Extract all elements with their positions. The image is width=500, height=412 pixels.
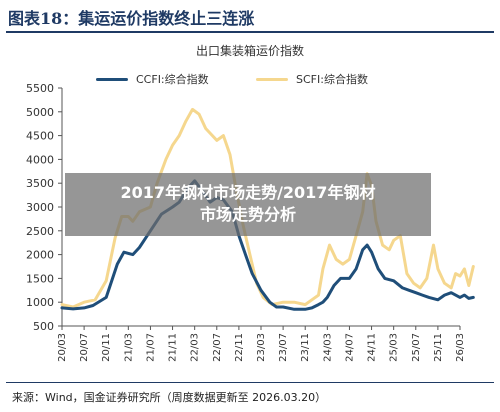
- x-tick-label: 23/03: [256, 333, 267, 362]
- legend-swatch-scfi: [256, 78, 288, 81]
- y-tick-label: 4000: [26, 153, 54, 166]
- y-tick-label: 1000: [26, 296, 54, 309]
- x-tick-label: 20/03: [57, 333, 68, 362]
- x-tick-label: 22/07: [212, 333, 223, 362]
- legend-label-scfi: SCFI:综合指数: [296, 73, 368, 86]
- x-tick-label: 21/03: [123, 333, 134, 362]
- x-tick-label: 24/03: [322, 333, 333, 362]
- y-tick-label: 5000: [26, 106, 54, 119]
- overlay-line-1: 2017年钢材市场走势/2017年钢材: [120, 183, 376, 202]
- source-note: 来源：Wind，国金证券研究所（周度数据更新至 2026.03.20）: [12, 391, 327, 404]
- y-tick-label: 4500: [26, 130, 54, 143]
- figure-title: 图表18：集运运价指数终止三连涨: [8, 9, 255, 28]
- x-tick-label: 23/07: [278, 333, 289, 362]
- y-tick-label: 2500: [26, 225, 54, 238]
- source-rule: [6, 382, 494, 383]
- article-title-overlay: 2017年钢材市场走势/2017年钢材 市场走势分析: [65, 173, 431, 236]
- x-tick-label: 25/07: [411, 333, 422, 362]
- title-rule: [6, 31, 494, 33]
- x-tick-label: 24/11: [367, 333, 378, 362]
- y-tick-label: 3000: [26, 201, 54, 214]
- x-tick-label: 25/03: [389, 333, 400, 362]
- x-tick-label: 22/11: [234, 333, 245, 362]
- x-tick-label: 21/11: [168, 333, 179, 362]
- legend-label-ccfi: CCFI:综合指数: [136, 73, 209, 86]
- overlay-line-2: 市场走势分析: [199, 205, 296, 224]
- x-tick-label: 21/07: [145, 333, 156, 362]
- legend-swatch-ccfi: [96, 78, 128, 81]
- y-tick-label: 3500: [26, 177, 54, 190]
- x-tick-label: 20/11: [101, 333, 112, 362]
- x-tick-label: 20/07: [79, 333, 90, 362]
- x-tick-label: 25/11: [433, 333, 444, 362]
- figure-header: 图表18：集运运价指数终止三连涨: [0, 0, 500, 30]
- y-tick-label: 2000: [26, 249, 54, 262]
- y-tick-label: 1500: [26, 272, 54, 285]
- y-tick-label: 5500: [26, 82, 54, 95]
- x-tick-label: 23/11: [300, 333, 311, 362]
- chart-title: 出口集装箱运价指数: [195, 44, 304, 58]
- x-tick-label: 26/03: [455, 333, 466, 362]
- x-tick-label: 24/07: [344, 333, 355, 362]
- x-tick-label: 22/03: [190, 333, 201, 362]
- y-tick-label: 500: [33, 320, 54, 333]
